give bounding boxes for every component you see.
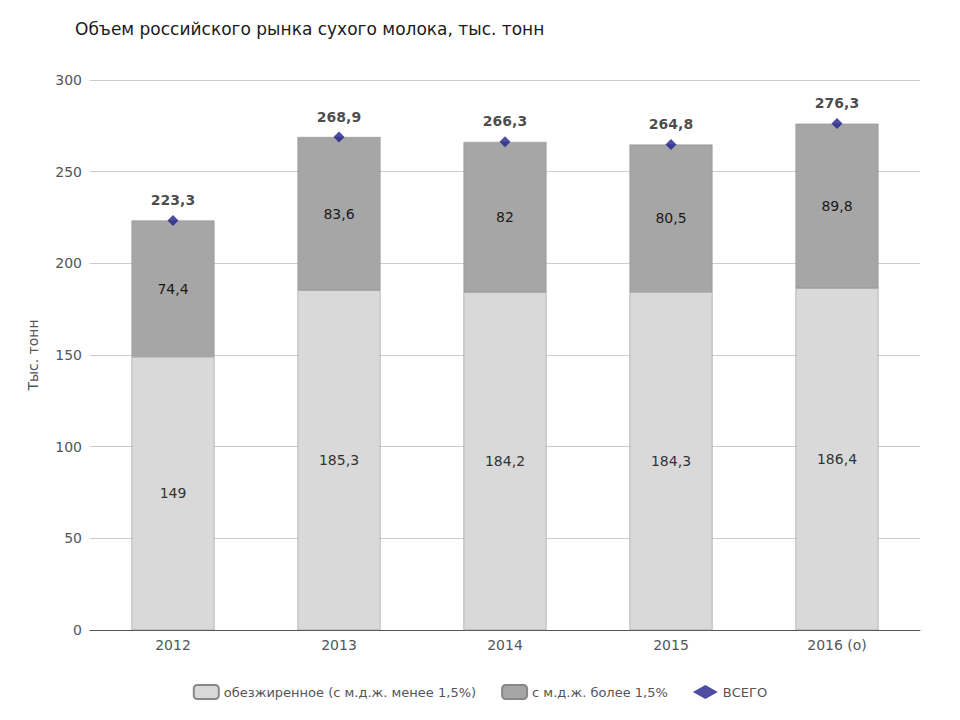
svg-text:2014: 2014 — [487, 637, 523, 653]
svg-text:186,4: 186,4 — [817, 451, 857, 467]
svg-text:2012: 2012 — [155, 637, 191, 653]
svg-text:80,5: 80,5 — [655, 210, 686, 226]
svg-text:184,3: 184,3 — [651, 453, 691, 469]
svg-text:149: 149 — [160, 485, 187, 501]
svg-text:223,3: 223,3 — [151, 192, 195, 208]
svg-text:Объем российского рынка сухого: Объем российского рынка сухого молока, т… — [75, 19, 544, 39]
svg-text:100: 100 — [55, 439, 82, 455]
svg-text:150: 150 — [55, 347, 82, 363]
svg-text:50: 50 — [64, 530, 82, 546]
svg-text:ВСЕГО: ВСЕГО — [723, 685, 767, 700]
svg-text:89,8: 89,8 — [821, 198, 852, 214]
svg-text:268,9: 268,9 — [317, 109, 361, 125]
svg-text:Тыс. тонн: Тыс. тонн — [25, 319, 41, 391]
svg-text:264,8: 264,8 — [649, 116, 693, 132]
svg-text:с м.д.ж. более 1,5%: с м.д.ж. более 1,5% — [532, 685, 668, 700]
svg-text:185,3: 185,3 — [319, 452, 359, 468]
svg-text:2016 (о): 2016 (о) — [807, 637, 867, 653]
svg-text:276,3: 276,3 — [815, 95, 859, 111]
svg-text:266,3: 266,3 — [483, 113, 527, 129]
svg-text:200: 200 — [55, 255, 82, 271]
svg-text:250: 250 — [55, 164, 82, 180]
svg-text:300: 300 — [55, 72, 82, 88]
svg-text:2013: 2013 — [321, 637, 357, 653]
svg-text:184,2: 184,2 — [485, 453, 525, 469]
svg-text:обезжиренное (с м.д.ж. менее 1: обезжиренное (с м.д.ж. менее 1,5%) — [224, 685, 476, 700]
svg-text:83,6: 83,6 — [323, 206, 354, 222]
svg-text:2015: 2015 — [653, 637, 689, 653]
svg-text:82: 82 — [496, 209, 514, 225]
svg-text:0: 0 — [73, 622, 82, 638]
svg-text:74,4: 74,4 — [157, 281, 188, 297]
